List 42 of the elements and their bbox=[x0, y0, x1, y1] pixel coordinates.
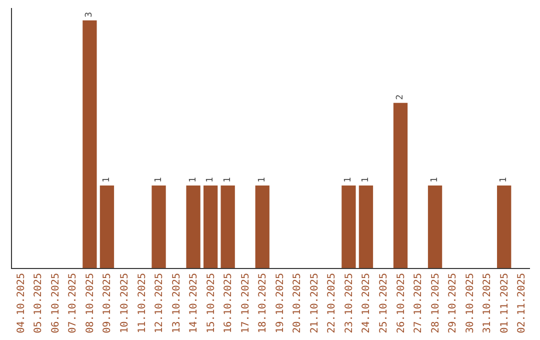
x-tick-label: 28.10.2025 bbox=[430, 273, 442, 334]
x-tick-label: 23.10.2025 bbox=[344, 273, 355, 334]
data-label: 1 bbox=[102, 177, 112, 182]
x-tick-label: 31.10.2025 bbox=[482, 273, 494, 334]
data-label: 3 bbox=[84, 12, 95, 18]
data-label: 1 bbox=[154, 177, 164, 182]
x-tick-label: 26.10.2025 bbox=[396, 273, 407, 334]
data-label: 2 bbox=[396, 94, 406, 100]
x-tick-label: 22.10.2025 bbox=[326, 273, 338, 334]
x-tick-label: 08.10.2025 bbox=[84, 273, 96, 334]
x-tick-label: 15.10.2025 bbox=[206, 273, 217, 334]
x-tick-label: 06.10.2025 bbox=[50, 273, 62, 334]
x-tick-label: 05.10.2025 bbox=[33, 273, 44, 334]
data-label: 1 bbox=[206, 177, 216, 182]
x-tick-label: 21.10.2025 bbox=[309, 273, 320, 334]
x-tick-label: 20.10.2025 bbox=[292, 273, 304, 334]
data-label: 1 bbox=[430, 177, 440, 182]
x-tick-label: 14.10.2025 bbox=[188, 273, 200, 334]
x-tick-label: 11.10.2025 bbox=[136, 273, 148, 334]
x-tick-label: 24.10.2025 bbox=[361, 273, 372, 334]
x-tick-label: 27.10.2025 bbox=[413, 273, 424, 334]
x-tick-label: 01.11.2025 bbox=[499, 273, 510, 334]
x-tick-label: 07.10.2025 bbox=[68, 273, 79, 334]
data-label: 1 bbox=[344, 177, 354, 182]
data-label: 1 bbox=[222, 177, 233, 182]
x-tick-label: 10.10.2025 bbox=[119, 273, 130, 334]
x-tick-label: 29.10.2025 bbox=[448, 273, 459, 334]
data-label: 1 bbox=[188, 177, 198, 182]
x-tick-label: 30.10.2025 bbox=[464, 273, 476, 334]
x-tick-label: 17.10.2025 bbox=[240, 273, 252, 334]
x-tick-label: 09.10.2025 bbox=[102, 273, 114, 334]
data-label: 1 bbox=[257, 177, 268, 182]
data-label: 1 bbox=[499, 177, 510, 182]
x-tick-label: 12.10.2025 bbox=[154, 273, 166, 334]
x-tick-label: 16.10.2025 bbox=[223, 273, 234, 334]
x-tick-label: 04.10.2025 bbox=[16, 273, 27, 334]
x-tick-label: 02.11.2025 bbox=[516, 273, 528, 334]
x-tick-label: 19.10.2025 bbox=[274, 273, 286, 334]
data-label: 1 bbox=[360, 177, 371, 182]
x-tick-label: 13.10.2025 bbox=[171, 273, 182, 334]
x-tick-label: 18.10.2025 bbox=[258, 273, 269, 334]
x-tick-label: 25.10.2025 bbox=[378, 273, 390, 334]
